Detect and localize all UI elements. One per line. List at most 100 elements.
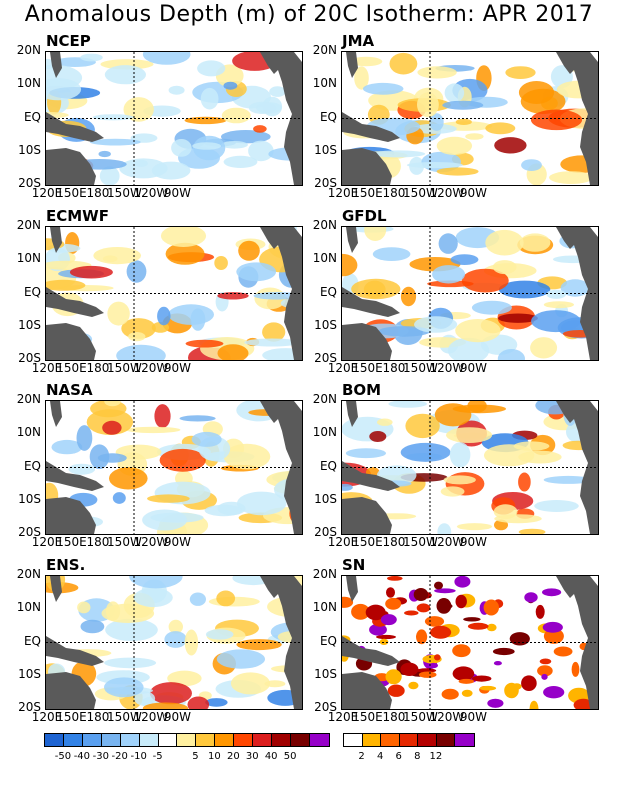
anomaly-shading (192, 142, 222, 150)
map-canvas (46, 227, 302, 360)
map-area (45, 400, 303, 535)
anomaly-shading (458, 678, 474, 684)
latitude-label: 20S (18, 351, 41, 365)
anomaly-shading (543, 301, 574, 309)
colorbar-swatch (290, 734, 310, 746)
anomaly-shading (493, 661, 502, 666)
anomaly-shading (546, 289, 567, 299)
map-area (341, 575, 599, 710)
longitude-label: 90W (163, 535, 191, 549)
anomaly-shading (436, 136, 473, 155)
map-canvas (342, 401, 598, 534)
anomaly-shading (553, 646, 573, 657)
anomaly-shading (408, 681, 419, 690)
colorbar-label: -30 (92, 751, 109, 762)
latitude-label: EQ (23, 458, 41, 473)
longitude-label: 120E (327, 535, 359, 549)
map-area (45, 51, 303, 186)
colorbar-label: 2 (358, 751, 365, 762)
latitude-label: EQ (319, 633, 337, 648)
longitude-label: 120W (133, 535, 169, 549)
anomaly-shading (534, 500, 579, 512)
anomaly-shading (112, 492, 126, 504)
anomaly-shading (471, 300, 512, 315)
land-mass (50, 401, 62, 427)
anomaly-shading (223, 443, 271, 470)
longitude-label: 150W (107, 710, 142, 724)
anomaly-shading (446, 427, 493, 443)
longitude-label: 90W (459, 535, 487, 549)
anomaly-shading (364, 227, 387, 241)
panel-title: GFDL (342, 207, 387, 225)
anomaly-shading (167, 670, 202, 687)
longitude-label: 150E (352, 710, 383, 724)
anomaly-shading (416, 603, 431, 613)
anomaly-shading (248, 140, 274, 162)
colorbar-swatch (196, 734, 216, 746)
anomaly-shading (154, 404, 171, 429)
anomaly-shading (116, 344, 166, 360)
latitude-label: 20N (312, 43, 337, 57)
longitude-label: 90W (163, 361, 191, 375)
anomaly-shading (190, 308, 206, 331)
anomaly-shading (204, 504, 243, 517)
anomaly-shading (168, 619, 183, 634)
colorbar-swatch (101, 734, 121, 746)
longitude-label: 90W (459, 710, 487, 724)
anomaly-shading (492, 260, 517, 275)
anomaly-shading (351, 278, 401, 300)
anomaly-shading (504, 682, 519, 699)
anomaly-shading (253, 292, 300, 300)
anomaly-shading (400, 662, 419, 676)
land-mass (260, 52, 282, 74)
longitude-label: 150W (403, 710, 438, 724)
land-mass (276, 227, 302, 360)
colorbar-swatch (436, 734, 456, 746)
land-mass (572, 52, 598, 185)
anomaly-shading (128, 332, 146, 342)
anomaly-shading (230, 672, 271, 695)
anomaly-shading (125, 426, 181, 434)
longitude-label: 150E (352, 186, 383, 200)
land-mass (260, 576, 282, 598)
anomaly-shading (387, 576, 403, 581)
longitude-label: 90W (459, 186, 487, 200)
anomaly-shading (519, 233, 551, 252)
land-mass (46, 636, 104, 666)
anomaly-shading (221, 130, 271, 144)
anomaly-shading (416, 668, 437, 673)
anomaly-shading (518, 472, 531, 492)
anomaly-shading (573, 698, 594, 709)
longitude-label: 150E (56, 186, 87, 200)
anomaly-shading (437, 523, 452, 534)
anomaly-shading (530, 109, 583, 131)
anomaly-shading (389, 52, 418, 75)
longitude-label: 180 (86, 535, 110, 549)
anomaly-shading (369, 623, 387, 636)
longitude-label: 150E (352, 535, 383, 549)
anomaly-shading (102, 420, 122, 435)
anomaly-shading (417, 66, 457, 79)
anomaly-shading (377, 418, 393, 426)
anomaly-shading (436, 598, 452, 614)
latitude-label: 10N (312, 76, 337, 91)
anomaly-shading (560, 279, 590, 297)
anomaly-shading (104, 65, 146, 85)
colorbar-swatch (344, 734, 363, 746)
anomaly-shading (262, 322, 286, 342)
longitude-label: 90W (163, 710, 191, 724)
anomaly-shading (455, 319, 501, 343)
latitude-label: 20N (16, 567, 41, 581)
anomaly-shading (115, 444, 162, 460)
anomaly-shading (430, 625, 452, 639)
anomaly-shading (543, 475, 593, 484)
land-mass (342, 636, 400, 666)
longitude-label: 120W (429, 186, 465, 200)
land-mass (46, 287, 104, 317)
anomaly-shading (485, 229, 524, 256)
longitude-label: 180 (382, 361, 406, 375)
latitude-label: 20N (16, 392, 41, 406)
map-canvas (342, 576, 598, 709)
longitude-label: 150W (107, 535, 142, 549)
land-mass (46, 323, 96, 360)
